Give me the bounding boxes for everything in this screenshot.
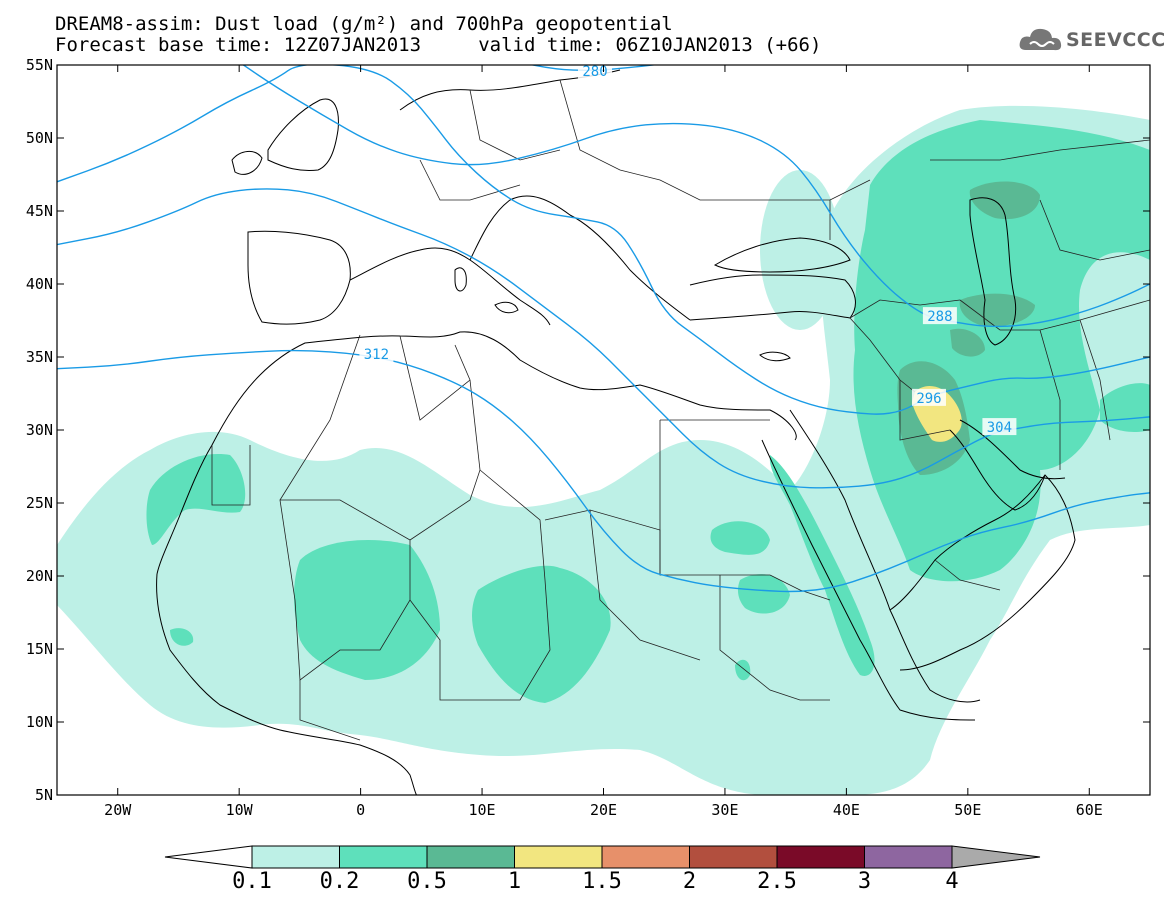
colorbar-level-label: 2 — [683, 869, 696, 894]
lat-tick-label: 35N — [26, 348, 53, 366]
colorbar-upper-arrow — [951, 845, 1041, 869]
coastlines — [156, 69, 1076, 795]
contour-label-bg — [982, 418, 1017, 436]
lat-tick-label: 40N — [26, 275, 53, 293]
lat-tick-label: 50N — [26, 129, 53, 147]
contour-312 — [57, 349, 1150, 593]
colorbar-segment — [251, 845, 340, 869]
cloud-icon — [1019, 28, 1062, 51]
colorbar-level-label: 2.5 — [757, 869, 797, 894]
contour-label: 280 — [582, 64, 607, 80]
colorbar-level-label: 1 — [508, 869, 521, 894]
contour-280 — [529, 65, 658, 72]
contour-304 — [57, 188, 1150, 489]
lon-tick-label: 0 — [356, 801, 365, 819]
lon-tick-label: 10E — [469, 801, 496, 819]
colorbar-segment — [689, 845, 778, 869]
contour-label-bg — [911, 388, 946, 406]
logo-text: SEEVCCC — [1066, 29, 1165, 51]
colorbar-segment — [514, 845, 603, 869]
seevccc-logo: SEEVCCC — [1018, 22, 1165, 58]
lon-tick-label: 50E — [954, 801, 981, 819]
lat-tick-label: 25N — [26, 494, 53, 512]
contour-label: 288 — [927, 309, 952, 325]
geopotential-contours: 280 288 296 304 312 — [57, 64, 1150, 593]
lat-tick-label: 30N — [26, 421, 53, 439]
colorbar-level-label: 0.5 — [407, 869, 447, 894]
contour-label: 304 — [987, 420, 1012, 436]
lon-tick-label: 20W — [104, 801, 132, 819]
lon-tick-label: 60E — [1076, 801, 1103, 819]
colorbar-segment — [776, 845, 865, 869]
contour-label: 312 — [364, 347, 389, 363]
contour-label: 296 — [916, 391, 941, 407]
lat-tick-label: 10N — [26, 713, 53, 731]
chart-subtitle: Forecast base time: 12Z07JAN2013 valid t… — [55, 34, 822, 56]
contour-label-bg — [359, 345, 394, 363]
lat-tick-label: 15N — [26, 640, 53, 658]
axis-ticks: 20W 10W 0 10E 20E 30E 40E 50E 60E 55N 50N 45N 40N 35N… — [26, 56, 1150, 819]
colorbar-level-label: 4 — [945, 869, 958, 894]
lat-tick-label: 20N — [26, 567, 53, 585]
colorbar-segment — [601, 845, 690, 869]
colorbar-level-label: 0.1 — [232, 869, 272, 894]
colorbar-segment — [339, 845, 428, 869]
lon-tick-label: 40E — [833, 801, 860, 819]
colorbar-segment — [864, 845, 953, 869]
lon-tick-label: 20E — [590, 801, 617, 819]
lon-tick-label: 30E — [711, 801, 738, 819]
colorbar-level-label: 1.5 — [582, 869, 622, 894]
colorbar-level-label: 0.2 — [320, 869, 360, 894]
chart-title: DREAM8-assim: Dust load (g/m²) and 700hP… — [55, 13, 673, 35]
lat-tick-label: 55N — [26, 56, 53, 74]
contour-label-bg — [922, 307, 957, 325]
lat-tick-label: 45N — [26, 202, 53, 220]
colorbar-segment — [426, 845, 515, 869]
colorbar-lower-arrow — [164, 845, 253, 869]
lat-tick-label: 5N — [35, 786, 53, 804]
lon-tick-label: 10W — [226, 801, 254, 819]
contour-288 — [242, 65, 1150, 328]
colorbar-level-label: 3 — [858, 869, 871, 894]
